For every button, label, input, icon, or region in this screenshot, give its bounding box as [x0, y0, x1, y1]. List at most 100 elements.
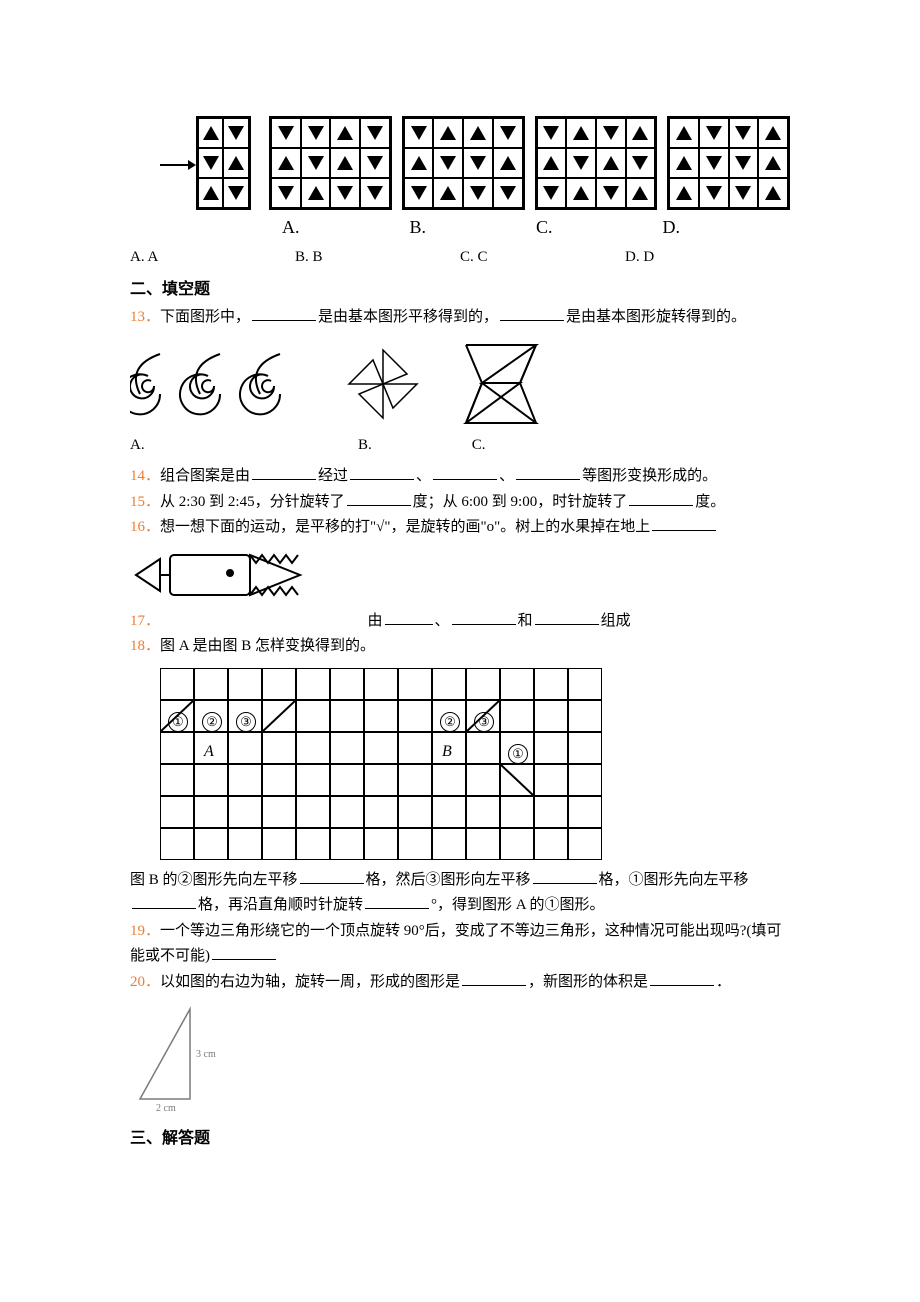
q20-text: 20．以如图的右边为轴，旋转一周，形成的图形是，新图形的体积是． — [130, 970, 790, 996]
grid-cell — [568, 700, 602, 732]
q12-label-B: B. — [410, 212, 427, 243]
grid-cell — [398, 764, 432, 796]
q18-blank4[interactable] — [365, 893, 429, 909]
grid-cell — [262, 828, 296, 860]
q17-blank2[interactable] — [452, 609, 516, 625]
q12-option-A-pattern — [269, 116, 392, 210]
q20-t2: ，新图形的体积是 — [528, 974, 648, 990]
grid-cell — [466, 828, 500, 860]
q18-grid-figure: ① ② ③ A ② ③ ① B — [160, 668, 602, 860]
q13-label-B: B. — [358, 433, 372, 459]
q18-text: 18．图 A 是由图 B 怎样变换得到的。 — [130, 634, 790, 660]
grid-cell — [330, 668, 364, 700]
q13-blank1[interactable] — [252, 305, 316, 321]
q18-blank1[interactable] — [300, 868, 364, 884]
q13-blank2[interactable] — [500, 305, 564, 321]
grid-cell — [330, 732, 364, 764]
grid-cell — [466, 732, 500, 764]
q14-sep1: 、 — [416, 468, 431, 484]
q20-num: 20． — [130, 974, 160, 990]
q20-triangle-figure: 3 cm 2 cm — [130, 999, 230, 1119]
grid-cell — [568, 764, 602, 796]
q18-label-A: A — [204, 738, 214, 765]
q13-fig-B — [338, 339, 428, 429]
grid-cell — [160, 732, 194, 764]
grid-cell — [330, 700, 364, 732]
grid-cell — [364, 796, 398, 828]
q12-label-D: D. — [663, 212, 681, 243]
q14-text: 14．组合图案是由经过、、等图形变换形成的。 — [130, 464, 790, 490]
grid-cell — [398, 796, 432, 828]
grid-cell — [398, 828, 432, 860]
grid-cell — [228, 796, 262, 828]
grid-cell — [296, 828, 330, 860]
grid-cell — [534, 764, 568, 796]
grid-cell — [364, 700, 398, 732]
grid-cell — [466, 796, 500, 828]
q17-t3: 组成 — [601, 613, 631, 629]
section-fill-title: 二、填空题 — [130, 276, 790, 303]
q16-blank1[interactable] — [652, 515, 716, 531]
q12-figure-row — [130, 120, 790, 210]
grid-cell — [194, 796, 228, 828]
q13-figure-row — [130, 339, 790, 429]
grid-cell — [160, 668, 194, 700]
q12-option-B-pattern — [402, 116, 525, 210]
grid-cell — [568, 796, 602, 828]
q18-blank2[interactable] — [533, 868, 597, 884]
q18-t1: 图 A 是由图 B 怎样变换得到的。 — [160, 638, 375, 654]
arrow-icon — [160, 164, 190, 166]
q13-fig-labels: A. B. C. — [130, 433, 790, 459]
q13-t3: 是由基本图形旋转得到的。 — [566, 309, 746, 325]
q14-blank3[interactable] — [433, 464, 497, 480]
grid-cell — [466, 764, 500, 796]
q15-text: 15．从 2:30 到 2:45，分针旋转了度；从 6:00 到 9:00，时针… — [130, 490, 790, 516]
grid-cell — [568, 828, 602, 860]
q17-blank3[interactable] — [535, 609, 599, 625]
q14-t2: 经过 — [318, 468, 348, 484]
q14-t1: 组合图案是由 — [160, 468, 250, 484]
grid-cell — [364, 732, 398, 764]
q19-blank1[interactable] — [212, 944, 276, 960]
grid-cell — [194, 764, 228, 796]
grid-cell — [500, 764, 534, 796]
q14-blank1[interactable] — [252, 464, 316, 480]
q12-answers-row: A. A B. B C. C D. D — [130, 245, 790, 271]
q14-t3: 等图形变换形成的。 — [582, 468, 717, 484]
q20-blank1[interactable] — [462, 970, 526, 986]
q12-answer-B: B. B — [295, 245, 460, 271]
section-answer-title: 三、解答题 — [130, 1125, 790, 1152]
q15-num: 15． — [130, 494, 160, 510]
q14-blank2[interactable] — [350, 464, 414, 480]
grid-cell — [500, 828, 534, 860]
q18-paragraph: 图 B 的②图形先向左平移格，然后③图形向左平移格，①图形先向左平移格，再沿直角… — [130, 868, 790, 919]
q16-t1: 想一想下面的运动，是平移的打"√"，是旋转的画"o"。树上的水果掉在地上 — [160, 519, 650, 535]
q17-t2: 和 — [518, 613, 533, 629]
q18-p5: °，得到图形 A 的①图形。 — [431, 897, 605, 913]
q20-blank2[interactable] — [650, 970, 714, 986]
q17-blank1[interactable] — [385, 609, 433, 625]
grid-cell — [534, 700, 568, 732]
grid-cell — [296, 732, 330, 764]
q18-p4: 格，再沿直角顺时针旋转 — [198, 897, 363, 913]
q17-t1: 由 — [368, 613, 383, 629]
q15-blank2[interactable] — [629, 490, 693, 506]
q12-source-pattern — [196, 116, 251, 210]
q18-p2: 格，然后③图形向左平移 — [366, 872, 531, 888]
q13-fig-A — [130, 349, 310, 429]
q18-blank3[interactable] — [132, 893, 196, 909]
q16-text: 16．想一想下面的运动，是平移的打"√"，是旋转的画"o"。树上的水果掉在地上 — [130, 515, 790, 541]
q15-blank1[interactable] — [347, 490, 411, 506]
grid-cell — [296, 668, 330, 700]
grid-cell — [330, 796, 364, 828]
q14-blank4[interactable] — [516, 464, 580, 480]
grid-cell — [432, 796, 466, 828]
q15-t3: 度。 — [695, 494, 725, 510]
grid-cell — [398, 732, 432, 764]
q18-label-B: B — [442, 738, 452, 765]
grid-cell — [364, 668, 398, 700]
grid-cell — [228, 732, 262, 764]
q14-sep2: 、 — [499, 468, 514, 484]
grid-cell — [534, 668, 568, 700]
q13-fig-C — [456, 339, 546, 429]
